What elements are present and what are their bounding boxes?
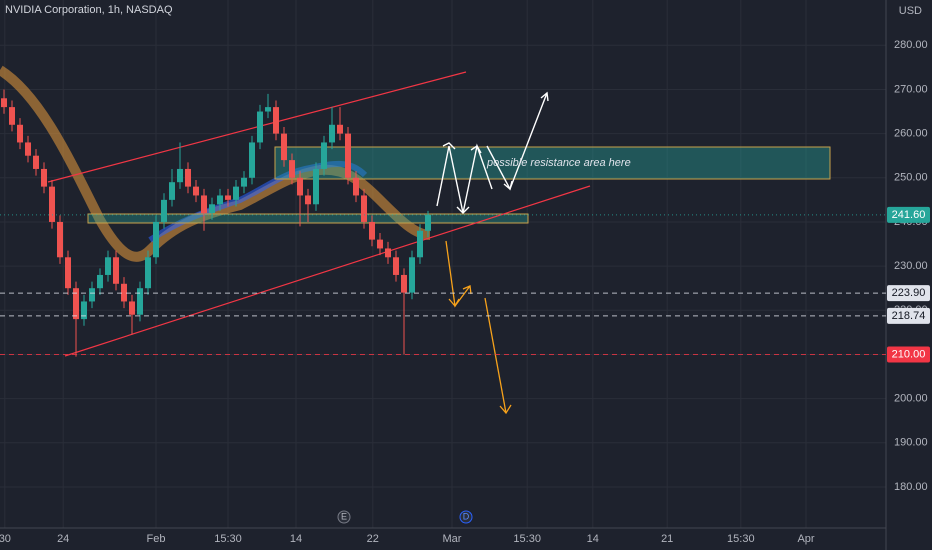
x-tick-label: Mar	[443, 533, 462, 545]
candle-body	[89, 288, 95, 302]
candle-body	[153, 221, 159, 258]
price-label-box	[887, 346, 930, 363]
candle-body	[257, 111, 263, 143]
candle-body	[177, 168, 183, 183]
candle-body	[121, 283, 127, 302]
candle-body	[169, 182, 175, 200]
candle-body	[185, 168, 191, 187]
candle-body	[145, 257, 151, 289]
candle-body	[9, 107, 15, 125]
candle-body	[113, 257, 119, 284]
price-label-box	[887, 206, 930, 223]
x-tick-label: 15:30	[214, 533, 242, 545]
candle-body	[425, 214, 431, 231]
x-tick-label: 14	[587, 533, 599, 545]
candle-body	[217, 195, 223, 205]
resistance-zone	[274, 146, 831, 180]
x-tick-label: 30	[0, 533, 11, 545]
candle-body	[353, 177, 359, 196]
candle-body	[33, 155, 39, 169]
price-label: 241.60	[892, 209, 926, 221]
candle-body	[281, 133, 287, 161]
x-tick-label: Apr	[797, 533, 814, 545]
price-label: 218.74	[892, 310, 926, 322]
candle-body	[369, 221, 375, 240]
candle-body	[129, 301, 135, 315]
candle-body	[385, 248, 391, 258]
candle-body	[241, 177, 247, 187]
y-tick-label: 200.00	[894, 393, 928, 405]
event-icon	[337, 510, 351, 524]
candle-body	[73, 288, 79, 320]
candle-body	[105, 257, 111, 275]
chart-title: NVIDIA Corporation, 1h, NASDAQ	[5, 4, 173, 16]
price-label-box	[887, 307, 930, 324]
candle-body	[81, 301, 87, 320]
candle-body	[337, 124, 343, 134]
candle-body	[297, 177, 303, 196]
annotation: possible resistance area here	[486, 157, 631, 169]
y-tick-label: 180.00	[894, 481, 928, 493]
candle-body	[329, 124, 335, 143]
candle-body	[137, 288, 143, 315]
x-tick-label: 14	[290, 533, 302, 545]
candle-body	[345, 133, 351, 178]
candle-body	[1, 98, 7, 108]
candle-body	[49, 186, 55, 222]
candle-body	[193, 186, 199, 196]
price-label: 210.00	[892, 348, 926, 360]
event-markers: E D	[337, 510, 473, 524]
y-tick-label: 190.00	[894, 437, 928, 449]
candle-body	[305, 195, 311, 205]
candle-body	[313, 168, 319, 205]
moving-average-band	[148, 161, 368, 243]
candle-body	[201, 195, 207, 214]
arrow-head	[442, 91, 549, 214]
candle-body	[417, 230, 423, 258]
candle-body	[361, 195, 367, 222]
candle-body	[409, 257, 415, 293]
candle-body	[161, 199, 167, 222]
y-tick-label: 250.00	[894, 172, 928, 184]
projection-path	[484, 297, 507, 414]
x-tick-label: 21	[661, 533, 673, 545]
candle-body	[393, 257, 399, 275]
candle-body	[209, 204, 215, 214]
candle-body	[57, 221, 63, 258]
candle-body	[249, 142, 255, 178]
x-tick-label: 24	[57, 533, 69, 545]
candle-body	[289, 160, 295, 178]
event-label: E	[341, 511, 347, 521]
candle-body	[321, 142, 327, 169]
candle-body	[41, 168, 47, 187]
price-label: 223.90	[892, 287, 926, 299]
candle-body	[17, 124, 23, 143]
x-tick-label: Feb	[147, 533, 166, 545]
event-icon	[459, 510, 473, 524]
candle-body	[401, 274, 407, 293]
channel-line	[64, 185, 591, 357]
x-tick-label: 15:30	[513, 533, 541, 545]
candle-body	[265, 107, 271, 112]
arrow-head	[448, 285, 512, 415]
price-label-box	[887, 285, 930, 302]
candle-body	[233, 186, 239, 200]
y-tick-label: 270.00	[894, 83, 928, 95]
candle-body	[273, 107, 279, 134]
x-tick-label: 22	[367, 533, 379, 545]
x-tick-label: 15:30	[727, 533, 755, 545]
candle-body	[377, 239, 383, 249]
candle-body	[97, 274, 103, 289]
currency: USD	[899, 5, 922, 17]
y-tick-label: 230.00	[894, 260, 928, 272]
candle-body	[225, 195, 231, 200]
y-tick-label: 260.00	[894, 128, 928, 140]
candles	[1, 89, 431, 357]
candle-body	[65, 257, 71, 289]
y-tick-label: 280.00	[894, 39, 928, 51]
event-label: D	[463, 511, 470, 521]
candle-body	[25, 142, 31, 156]
